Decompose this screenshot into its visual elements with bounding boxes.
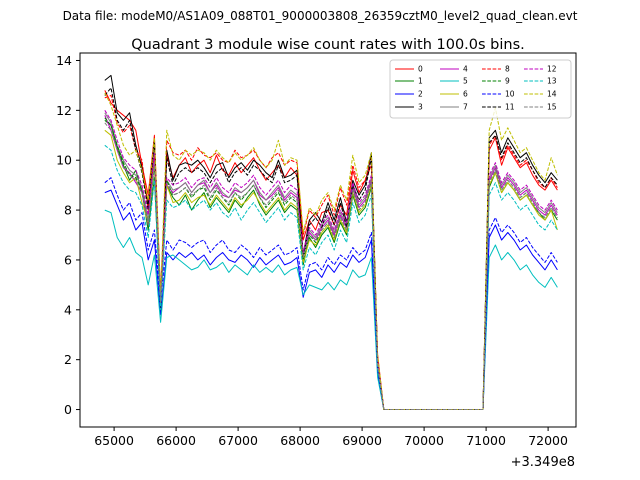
- x-tick-label: 72000: [528, 433, 568, 448]
- legend-label-15: 15: [547, 103, 557, 112]
- x-offset-label: +3.349e8: [511, 455, 575, 470]
- x-tick-label: 71000: [466, 433, 506, 448]
- y-axis: 0 2 4 6 8 10 12 14: [56, 53, 80, 417]
- y-tick-label: 6: [64, 252, 72, 267]
- legend-label-10: 10: [505, 90, 515, 99]
- x-tick-label: 67000: [218, 433, 258, 448]
- legend-label-0: 0: [418, 65, 423, 74]
- legend-label-7: 7: [463, 103, 468, 112]
- x-tick-label: 66000: [156, 433, 196, 448]
- y-tick-label: 2: [64, 352, 72, 367]
- plot-area-frame: [79, 52, 577, 428]
- legend-label-6: 6: [463, 90, 468, 99]
- legend-label-8: 8: [505, 65, 510, 74]
- y-tick-label: 12: [56, 103, 72, 118]
- x-tick-label: 70000: [404, 433, 444, 448]
- legend-label-9: 9: [505, 77, 510, 86]
- legend-label-12: 12: [547, 65, 557, 74]
- y-tick-label: 14: [56, 53, 72, 68]
- legend-label-14: 14: [547, 90, 557, 99]
- legend-label-2: 2: [418, 90, 423, 99]
- y-tick-label: 10: [56, 153, 72, 168]
- legend-label-5: 5: [463, 77, 468, 86]
- x-tick-label: 69000: [342, 433, 382, 448]
- x-tick-label: 68000: [280, 433, 320, 448]
- legend-label-1: 1: [418, 77, 423, 86]
- legend-box: [389, 59, 572, 119]
- series-line-15: [104, 122, 558, 410]
- series-layer: [104, 74, 558, 410]
- legend-label-3: 3: [418, 103, 423, 112]
- y-tick-label: 8: [64, 203, 72, 218]
- data-file-label: Data file: modeM0/AS1A09_088T01_90000038…: [63, 9, 578, 23]
- x-tick-label: 65000: [94, 433, 134, 448]
- legend-label-11: 11: [505, 103, 515, 112]
- y-tick-label: 0: [64, 402, 72, 417]
- legend-label-13: 13: [547, 77, 557, 86]
- chart-title: Quadrant 3 module wise count rates with …: [131, 37, 525, 53]
- x-axis: 65000 66000 67000 68000 69000 70000 71000 72000: [94, 427, 568, 448]
- y-tick-label: 4: [64, 302, 72, 317]
- legend-label-4: 4: [463, 65, 468, 74]
